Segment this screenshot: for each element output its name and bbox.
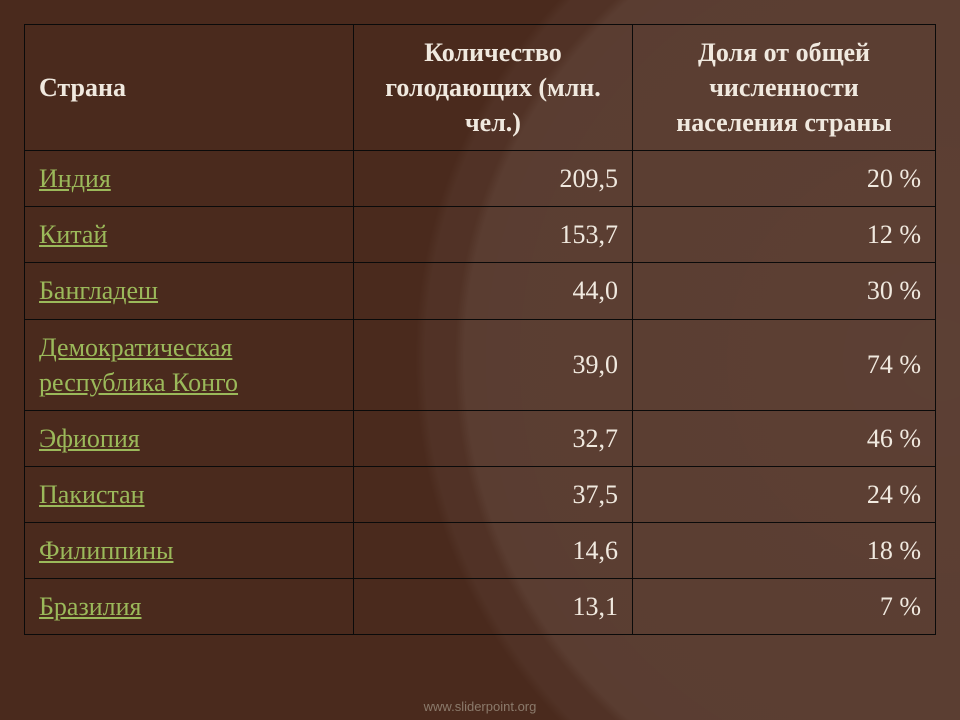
cell-count: 14,6 <box>354 522 633 578</box>
cell-country: Филиппины <box>25 522 354 578</box>
table-body: Индия 209,5 20 % Китай 153,7 12 % Бангла… <box>25 151 936 635</box>
table-row: Бангладеш 44,0 30 % <box>25 263 936 319</box>
cell-share: 46 % <box>633 410 936 466</box>
table-row: Эфиопия 32,7 46 % <box>25 410 936 466</box>
cell-share: 12 % <box>633 207 936 263</box>
table-row: Филиппины 14,6 18 % <box>25 522 936 578</box>
country-link[interactable]: Китай <box>39 220 107 249</box>
cell-count: 39,0 <box>354 319 633 410</box>
cell-count: 32,7 <box>354 410 633 466</box>
table-row: Демократическая республика Конго 39,0 74… <box>25 319 936 410</box>
cell-country: Бангладеш <box>25 263 354 319</box>
cell-count: 209,5 <box>354 151 633 207</box>
table-header: Страна Количество голодающих (млн. чел.)… <box>25 25 936 151</box>
cell-count: 153,7 <box>354 207 633 263</box>
table-row: Бразилия 13,1 7 % <box>25 579 936 635</box>
table-row: Пакистан 37,5 24 % <box>25 466 936 522</box>
cell-count: 37,5 <box>354 466 633 522</box>
cell-share: 30 % <box>633 263 936 319</box>
country-link[interactable]: Бангладеш <box>39 276 158 305</box>
cell-share: 74 % <box>633 319 936 410</box>
country-link[interactable]: Индия <box>39 164 111 193</box>
cell-country: Бразилия <box>25 579 354 635</box>
cell-share: 18 % <box>633 522 936 578</box>
table-row: Индия 209,5 20 % <box>25 151 936 207</box>
cell-count: 44,0 <box>354 263 633 319</box>
cell-share: 7 % <box>633 579 936 635</box>
cell-country: Демократическая республика Конго <box>25 319 354 410</box>
footer-text: www.sliderpoint.org <box>0 699 960 714</box>
col-country-header: Страна <box>25 25 354 151</box>
cell-count: 13,1 <box>354 579 633 635</box>
cell-country: Пакистан <box>25 466 354 522</box>
col-count-header: Количество голодающих (млн. чел.) <box>354 25 633 151</box>
col-share-header: Доля от общей численности населения стра… <box>633 25 936 151</box>
country-link[interactable]: Филиппины <box>39 536 173 565</box>
table-header-row: Страна Количество голодающих (млн. чел.)… <box>25 25 936 151</box>
cell-country: Китай <box>25 207 354 263</box>
cell-country: Эфиопия <box>25 410 354 466</box>
table-row: Китай 153,7 12 % <box>25 207 936 263</box>
cell-country: Индия <box>25 151 354 207</box>
country-link[interactable]: Демократическая республика Конго <box>39 333 238 397</box>
country-link[interactable]: Эфиопия <box>39 424 140 453</box>
cell-share: 24 % <box>633 466 936 522</box>
country-link[interactable]: Пакистан <box>39 480 145 509</box>
slide-background: Страна Количество голодающих (млн. чел.)… <box>0 0 960 720</box>
cell-share: 20 % <box>633 151 936 207</box>
country-link[interactable]: Бразилия <box>39 592 142 621</box>
hunger-table: Страна Количество голодающих (млн. чел.)… <box>24 24 936 635</box>
